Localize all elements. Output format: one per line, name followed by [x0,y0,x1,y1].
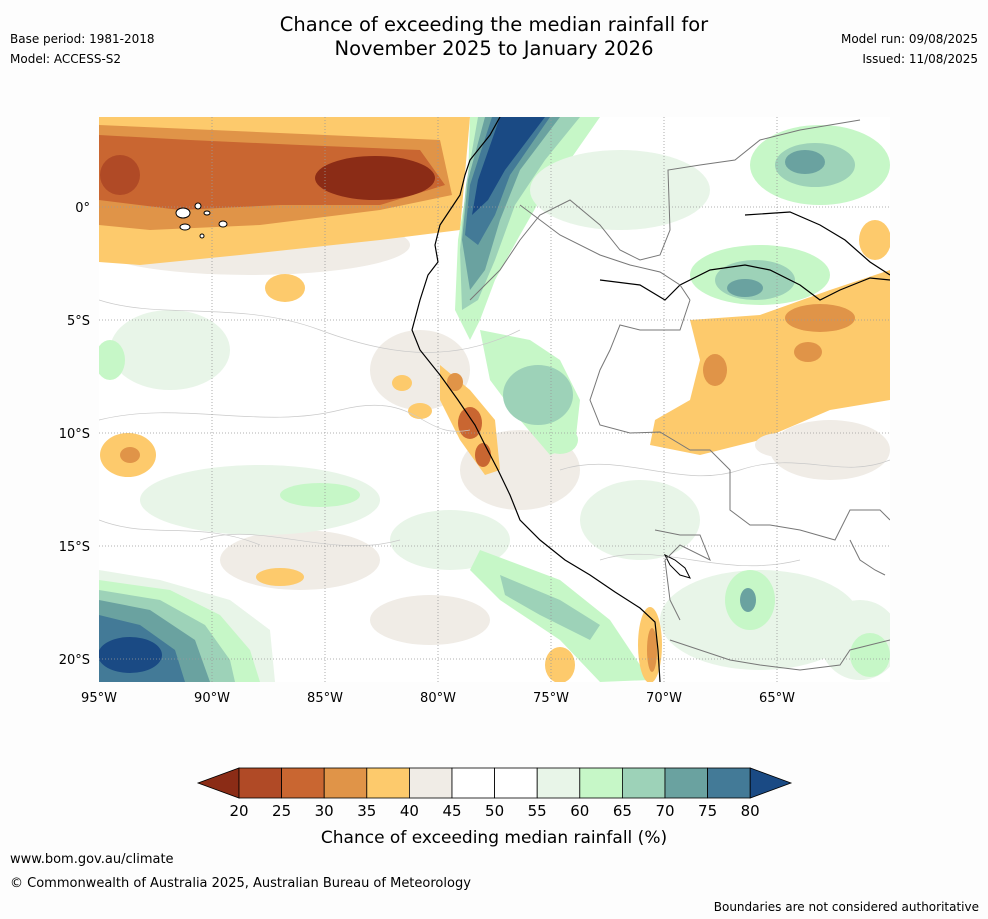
lat-tick: 20°S [59,653,90,668]
meta-right: Model run: 09/08/2025 Issued: 11/08/2025 [841,32,978,72]
legend-tick-label: 80 [741,802,760,820]
legend-cell [579,767,623,799]
lat-tick: 0° [75,201,90,216]
legend-cell [536,767,581,799]
legend-cell [323,767,368,799]
legend-cell [664,767,708,799]
legend-tick-label: 50 [485,802,504,820]
wet-amazon-inner [727,279,763,297]
issued-date: Issued: 11/08/2025 [862,52,978,66]
lon-tick: 80°W [420,691,456,706]
legend-cell [366,767,410,799]
legend-cell [281,767,325,799]
dry-patch-west-core [120,447,140,463]
legend-tick-label: 25 [272,802,291,820]
legend-cells [196,767,793,799]
legend-cell [408,767,453,799]
wet-ne-inner [785,150,825,174]
legend-colorbar: 20 25 30 35 40 45 50 55 60 65 70 75 80 Chance of exc… [196,767,793,848]
dry-east-mid-3 [703,354,727,386]
shade-20-25-core [315,156,435,200]
lat-tick: 10°S [59,427,90,442]
shade-75-80-andes [465,117,550,245]
legend-arrow-low [196,767,240,799]
wet-patch-south-east [740,588,756,612]
lon-tick: 65°W [759,691,795,706]
legend-tick-label: 65 [613,802,632,820]
rainfall-shading [99,117,890,682]
shade-80-plus-andes [472,117,545,215]
footer-copyright: © Commonwealth of Australia 2025, Austra… [10,876,471,891]
model-name: Model: ACCESS-S2 [10,52,122,66]
wet-colombia [530,150,710,230]
base-period: Base period: 1981-2018 [10,32,155,46]
map-area [99,117,890,682]
legend-cell [622,767,666,799]
borders [469,119,890,671]
legend-tick-label: 55 [528,802,547,820]
dry-coast-core-2 [475,443,491,467]
lat-tick: 15°S [59,540,90,555]
legend-tick-label: 40 [400,802,419,820]
wet-central-inner [503,365,573,425]
legend-cell [451,767,495,799]
legend-tick-label: 20 [229,802,248,820]
wet-south-strip-inner [500,575,600,640]
axis-labels: 95°W 90°W 85°W 80°W 75°W 70°W 65°W 0° 5°… [59,201,795,706]
legend-cell [494,767,538,799]
lon-tick: 95°W [81,691,117,706]
meta-left: Base period: 1981-2018 Model: ACCESS-S2 [10,32,155,72]
legend-tick-label: 75 [698,802,717,820]
chart-title: Chance of exceeding the median rainfall … [0,13,988,61]
lon-tick: 90°W [194,691,230,706]
graticule [99,117,890,682]
lon-tick: 75°W [533,691,569,706]
dry-south-coast-core [647,628,657,672]
contour-lines [99,299,890,567]
dry-patch-1 [265,274,305,302]
dry-east-mid-1 [785,304,855,332]
legend-cell [707,767,751,799]
lat-tick: 5°S [67,314,90,329]
legend-ticks: 20 25 30 35 40 45 50 55 60 65 70 75 80 [229,802,759,820]
legend-cell [238,767,282,799]
footer-note: Boundaries are not considered authoritat… [713,900,979,914]
dry-patch-2 [408,403,432,419]
title-line-2: November 2025 to January 2026 [334,37,654,60]
dry-patch-4 [256,568,304,586]
model-run: Model run: 09/08/2025 [840,32,978,46]
legend-tick-label: 35 [357,802,376,820]
footer-url[interactable]: www.bom.gov.au/climate [10,852,174,867]
neutral-east [755,433,805,457]
title-line-1: Chance of exceeding the median rainfall … [279,13,709,36]
dry-coast-core-1 [458,407,482,439]
dry-coast-core-3 [447,373,463,391]
legend-arrow-high [749,767,793,799]
legend-tick-label: 60 [570,802,589,820]
lon-tick: 85°W [307,691,343,706]
legend-tick-label: 45 [442,802,461,820]
legend-tick-label: 30 [315,802,334,820]
legend-title: Chance of exceeding median rainfall (%) [321,828,667,848]
dry-patch-5 [545,647,575,682]
dry-east-edge [859,220,890,260]
shade-west-core [100,155,140,195]
lon-tick: 70°W [646,691,682,706]
coastline [175,117,890,682]
wet-sw-80 [99,637,162,673]
legend-tick-label: 70 [655,802,674,820]
dry-east-mid-2 [794,342,822,362]
dry-patch-3 [392,375,412,391]
